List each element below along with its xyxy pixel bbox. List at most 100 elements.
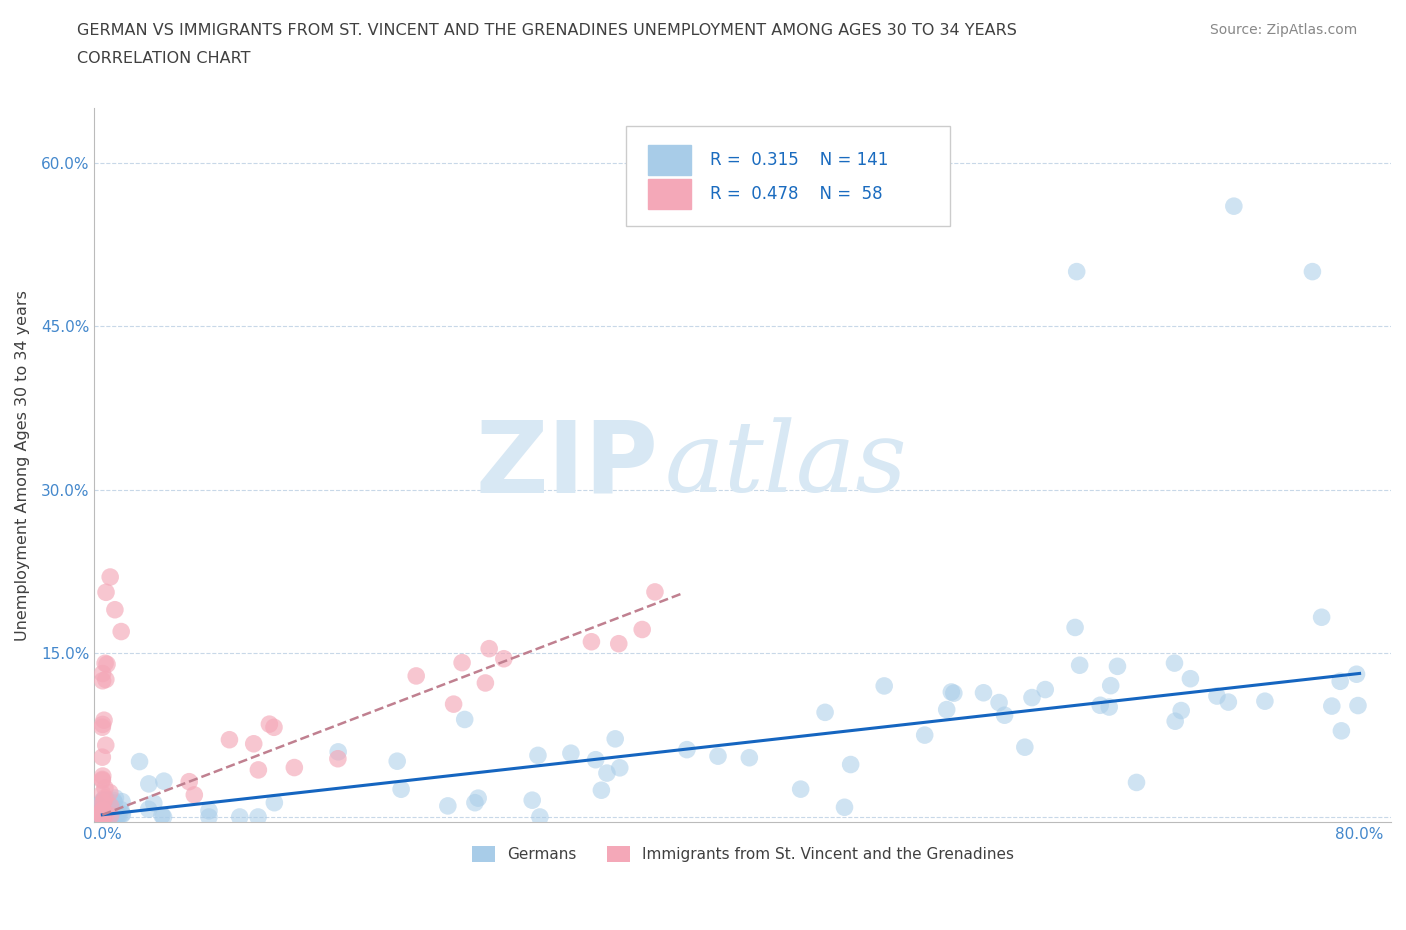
Point <box>1329 674 1351 689</box>
Point <box>1098 699 1121 714</box>
Point <box>96 809 118 824</box>
Point <box>91 809 114 824</box>
Point <box>98 808 121 823</box>
Point <box>91 803 114 817</box>
Point <box>96 807 118 822</box>
Point <box>94 780 117 795</box>
Point <box>96 657 118 671</box>
Point <box>454 712 477 727</box>
Point <box>152 809 174 824</box>
FancyBboxPatch shape <box>648 179 690 209</box>
Point <box>1347 698 1369 713</box>
Point <box>467 790 489 805</box>
Point <box>389 782 412 797</box>
Point <box>138 777 160 791</box>
Point <box>96 808 118 823</box>
Point <box>93 803 115 817</box>
Point <box>94 800 117 815</box>
Point <box>1125 775 1147 790</box>
Point <box>522 792 544 807</box>
Point <box>218 732 240 747</box>
Point <box>91 807 114 822</box>
Point <box>104 806 127 821</box>
Point <box>91 809 114 824</box>
Point <box>1064 620 1087 635</box>
Point <box>91 805 114 820</box>
Point <box>91 808 114 823</box>
Point <box>97 801 120 816</box>
Point <box>443 697 465 711</box>
Point <box>91 809 114 824</box>
Point <box>1218 695 1240 710</box>
Point <box>98 785 121 800</box>
Point <box>100 805 122 820</box>
Point <box>1033 682 1056 697</box>
Point <box>1320 698 1343 713</box>
Point <box>91 806 114 821</box>
Point <box>478 641 501 656</box>
Text: atlas: atlas <box>665 418 908 512</box>
Point <box>492 651 515 666</box>
Point <box>91 802 114 817</box>
Legend: Germans, Immigrants from St. Vincent and the Grenadines: Germans, Immigrants from St. Vincent and… <box>465 840 1019 869</box>
Point <box>581 634 603 649</box>
Point <box>873 679 896 694</box>
Point <box>94 804 117 818</box>
Point <box>1223 199 1246 214</box>
Point <box>93 809 115 824</box>
Point <box>93 793 115 808</box>
Point <box>263 720 285 735</box>
Point <box>110 624 132 639</box>
Point <box>1170 703 1192 718</box>
Point <box>1330 724 1353 738</box>
Point <box>247 763 270 777</box>
Point <box>91 808 114 823</box>
Point <box>179 775 201 790</box>
Point <box>91 809 114 824</box>
Point <box>142 796 165 811</box>
Point <box>91 807 114 822</box>
Point <box>111 806 134 821</box>
Point <box>91 793 114 808</box>
Point <box>941 684 963 699</box>
Point <box>94 809 117 824</box>
Point <box>1254 694 1277 709</box>
Point <box>91 804 114 819</box>
Point <box>91 809 114 824</box>
Point <box>988 695 1011 710</box>
Point <box>242 737 264 751</box>
Point <box>111 794 134 809</box>
Point <box>94 585 117 600</box>
Point <box>91 806 114 821</box>
Point <box>150 808 173 823</box>
Y-axis label: Unemployment Among Ages 30 to 34 years: Unemployment Among Ages 30 to 34 years <box>15 290 30 641</box>
Point <box>91 804 114 818</box>
Point <box>91 806 114 821</box>
Point <box>1099 678 1122 693</box>
Point <box>1066 264 1088 279</box>
Point <box>738 751 761 765</box>
Point <box>993 708 1015 723</box>
Point <box>464 795 486 810</box>
Point <box>527 748 550 763</box>
Point <box>914 727 936 742</box>
Point <box>263 795 285 810</box>
Point <box>644 584 666 599</box>
Point <box>91 750 114 764</box>
Point <box>94 790 117 805</box>
Point <box>110 803 132 817</box>
Point <box>91 807 114 822</box>
Point <box>91 808 114 823</box>
Point <box>91 800 114 815</box>
Point <box>94 656 117 671</box>
Point <box>91 772 114 787</box>
Point <box>97 808 120 823</box>
Point <box>104 809 127 824</box>
Point <box>585 752 607 767</box>
Point <box>596 765 619 780</box>
Point <box>91 809 114 824</box>
Point <box>97 809 120 824</box>
Point <box>111 807 134 822</box>
Point <box>474 675 496 690</box>
Point <box>605 731 627 746</box>
